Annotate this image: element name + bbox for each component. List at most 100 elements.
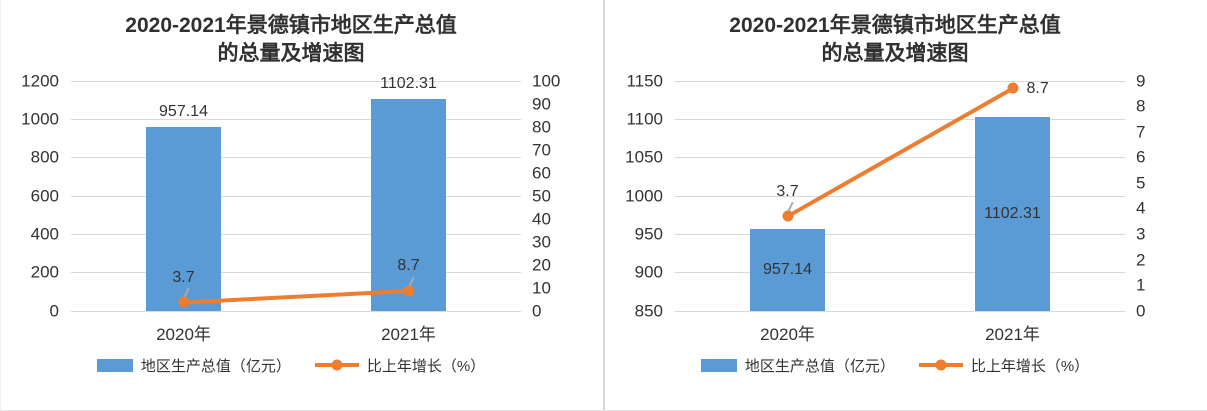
chart-panel: 2020-2021年景德镇市地区生产总值 的总量及增速图 1200 1000 800… [1, 0, 603, 410]
gridline [71, 80, 521, 82]
primary-axis-tick: 800 [30, 147, 59, 167]
chart-title: 2020-2021年景德镇市地区生产总值 的总量及增速图 [7, 12, 575, 69]
secondary-axis-tick: 0 [1136, 301, 1146, 321]
secondary-axis-tick: 90 [532, 94, 551, 114]
gridline [71, 195, 521, 197]
gridline [675, 234, 1125, 236]
point-value-label: 3.7 [776, 182, 799, 200]
primary-axis-tick: 950 [634, 224, 663, 244]
bar-value-label: 957.14 [763, 260, 812, 278]
secondary-axis-tick: 80 [532, 117, 551, 137]
primary-axis: 1150 1100 1050 1000 950 900 850 [611, 72, 675, 319]
gridline [675, 119, 1125, 121]
legend: 地区生产总值（亿元） 比上年增长（%） [7, 355, 575, 376]
gridline [71, 157, 521, 159]
point-value-label: 3.7 [172, 268, 195, 286]
plot-area: 957.14 1102.31 3.7 8.7 [675, 79, 1125, 312]
primary-axis-tick: 600 [30, 186, 59, 206]
secondary-axis-tick: 4 [1136, 198, 1146, 218]
primary-axis-tick: 1150 [626, 71, 663, 91]
bar-series-swatch-icon [96, 358, 133, 372]
x-axis-labels: 2020年 2021年 [71, 311, 521, 345]
chart-title: 2020-2021年景德镇市地区生产总值 的总量及增速图 [611, 12, 1179, 69]
chart-body: 1150 1100 1050 1000 950 900 850 957.14 1102.31 3… [611, 72, 1179, 345]
line-series [675, 81, 1125, 311]
secondary-axis-tick: 30 [532, 232, 551, 252]
secondary-axis-tick: 7 [1136, 122, 1146, 142]
legend-label: 比上年增长（%） [366, 357, 486, 375]
primary-axis-tick: 850 [634, 301, 663, 321]
gridline [71, 310, 521, 312]
legend-item-gdp: 地区生产总值（亿元） [700, 355, 895, 376]
x-axis-labels: 2020年 2021年 [675, 311, 1125, 345]
secondary-axis-tick: 5 [1136, 173, 1146, 193]
chart-title-line1: 2020-2021年景德镇市地区生产总值 [729, 14, 1061, 37]
x-axis-label: 2021年 [985, 324, 1040, 344]
legend-label: 比上年增长（%） [970, 357, 1090, 375]
primary-axis-tick: 1000 [625, 186, 663, 206]
secondary-axis: 100 90 80 70 60 50 40 30 20 10 0 [521, 72, 575, 319]
line-point-marker [178, 296, 189, 308]
legend-item-gdp: 地区生产总值（亿元） [96, 355, 291, 376]
gridline [675, 80, 1125, 82]
secondary-axis-tick: 10 [532, 278, 551, 298]
secondary-axis-tick: 40 [532, 209, 551, 229]
primary-axis-tick: 1000 [21, 109, 59, 129]
primary-axis-tick: 900 [634, 262, 663, 282]
secondary-axis-tick: 2 [1136, 250, 1146, 270]
point-value-label: 8.7 [1026, 79, 1049, 97]
panel-divider [603, 0, 605, 410]
primary-axis: 1200 1000 800 600 400 200 0 [7, 72, 71, 319]
bar-value-label: 1102.31 [984, 205, 1041, 223]
gridline [71, 234, 521, 236]
primary-axis-tick: 0 [49, 301, 59, 321]
bar-value-label: 957.14 [159, 102, 208, 120]
primary-axis-tick: 1050 [625, 147, 663, 167]
legend-label: 地区生产总值（亿元） [140, 357, 291, 375]
primary-axis-tick: 400 [30, 224, 59, 244]
chart-body: 1200 1000 800 600 400 200 0 957.14 1102.31 3.7 8.… [7, 72, 575, 345]
secondary-axis-tick: 6 [1136, 147, 1146, 167]
x-axis-label: 2020年 [760, 324, 815, 344]
line-series-swatch-icon [314, 359, 359, 371]
gridline [675, 157, 1125, 159]
line-point-marker [403, 285, 414, 297]
gridline [71, 272, 521, 274]
secondary-axis: 9 8 7 6 5 4 3 2 1 0 [1125, 72, 1179, 319]
bar [371, 99, 446, 311]
chart-title-line1: 2020-2021年景德镇市地区生产总值 [125, 14, 457, 37]
legend: 地区生产总值（亿元） 比上年增长（%） [611, 355, 1179, 376]
secondary-axis-tick: 9 [1136, 71, 1146, 91]
secondary-axis-tick: 60 [532, 163, 551, 183]
primary-axis-tick: 1100 [626, 109, 663, 129]
x-axis-label: 2020年 [156, 324, 211, 344]
line-series [71, 81, 521, 311]
line-point-marker [782, 210, 793, 222]
bar [975, 117, 1050, 311]
secondary-axis-tick: 50 [532, 186, 551, 206]
plot-area: 957.14 1102.31 3.7 8.7 [71, 75, 521, 312]
bar-series-swatch-icon [700, 358, 737, 372]
gridline [71, 119, 521, 121]
line-point-marker [1007, 82, 1018, 94]
gridline [675, 272, 1125, 274]
gridline [675, 195, 1125, 197]
chart-title-line2: 的总量及增速图 [217, 42, 365, 66]
legend-label: 地区生产总值（亿元） [744, 357, 895, 375]
chart-panel: 2020-2021年景德镇市地区生产总值 的总量及增速图 1150 1100 105… [605, 0, 1207, 410]
secondary-axis-tick: 100 [532, 71, 561, 91]
secondary-axis-tick: 1 [1136, 275, 1146, 295]
secondary-axis-tick: 8 [1136, 96, 1146, 116]
x-axis-label: 2021年 [381, 324, 436, 344]
point-value-label: 8.7 [397, 257, 420, 275]
secondary-axis-tick: 3 [1136, 224, 1146, 244]
legend-item-growth: 比上年增长（%） [314, 355, 486, 376]
legend-item-growth: 比上年增长（%） [918, 355, 1090, 376]
secondary-axis-tick: 70 [532, 140, 551, 160]
secondary-axis-tick: 20 [532, 255, 551, 275]
chart-title-line2: 的总量及增速图 [821, 42, 969, 66]
secondary-axis-tick: 0 [532, 301, 542, 321]
primary-axis-tick: 1200 [21, 71, 59, 91]
primary-axis-tick: 200 [30, 262, 59, 282]
